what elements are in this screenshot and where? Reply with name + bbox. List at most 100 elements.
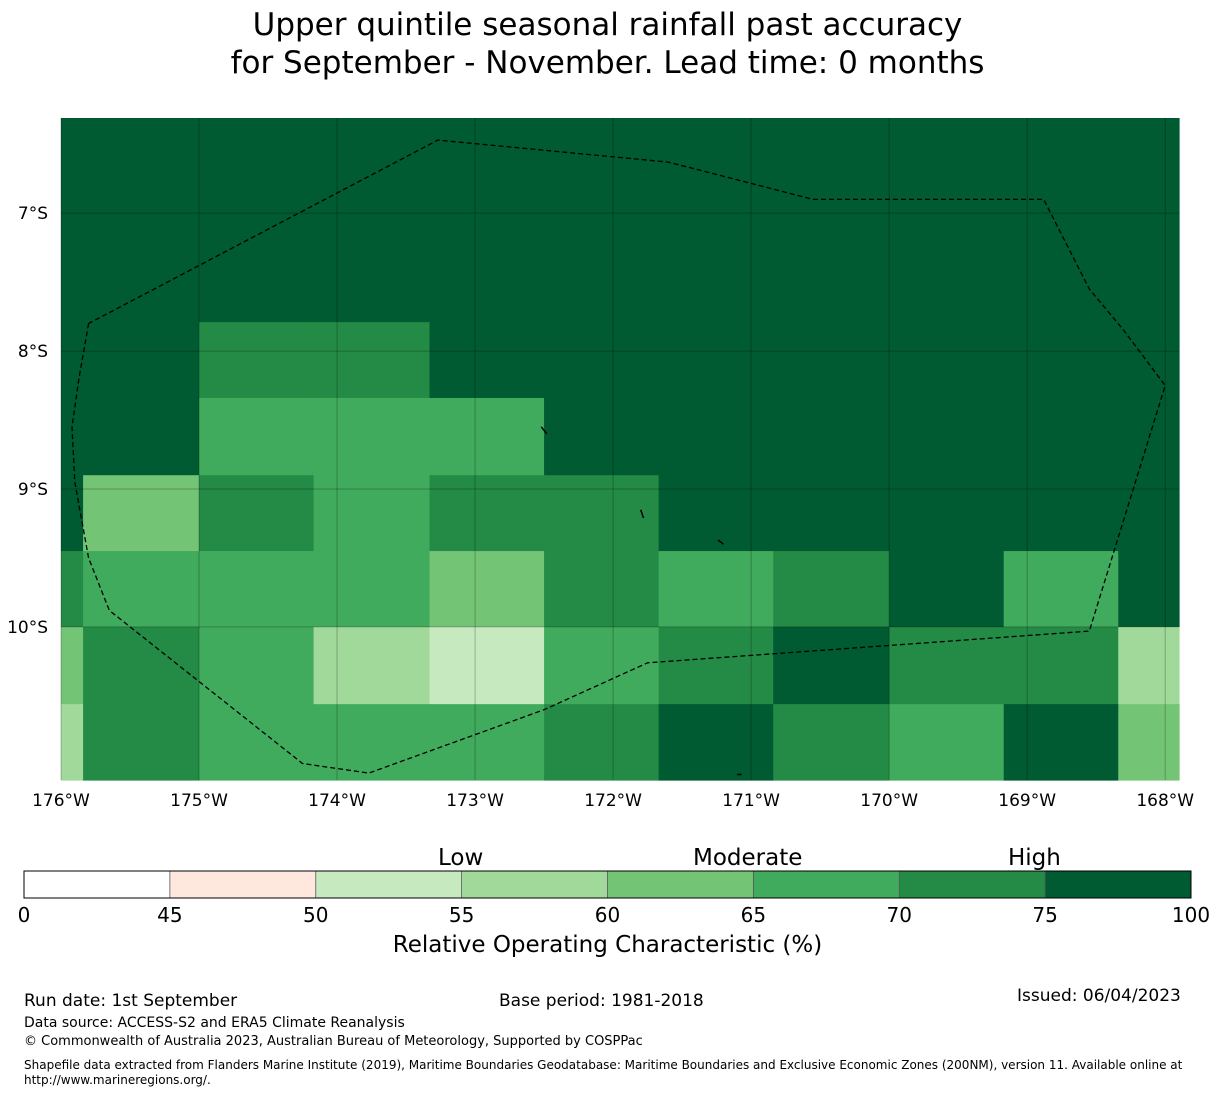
grid-cell <box>83 704 200 781</box>
longitude-label: 170°W <box>860 791 918 811</box>
eez-boundary <box>71 139 1166 774</box>
colorbar-tick-label: 70 <box>887 903 912 927</box>
longitude-label: 176°W <box>32 791 90 811</box>
grid-cell <box>199 551 315 628</box>
grid-cell <box>1118 118 1180 323</box>
grid-cell <box>1118 475 1180 552</box>
grid-cell <box>658 551 774 628</box>
longitude-label: 173°W <box>446 791 504 811</box>
grid-cell <box>429 475 545 552</box>
grid-cell <box>889 118 1005 323</box>
longitude-label: 169°W <box>998 791 1056 811</box>
colorbar-swatch <box>753 871 900 898</box>
grid-cell <box>658 322 774 399</box>
grid-cell <box>544 118 660 323</box>
longitude-labels: 176°W 175°W 174°W 173°W 172°W 171°W 170°W 169°W… <box>32 791 1194 811</box>
grid-cell <box>1118 626 1180 705</box>
grid-cell <box>544 322 660 399</box>
grid-cell <box>61 551 84 628</box>
grid-cell <box>83 551 200 628</box>
category-moderate-label: Moderate <box>693 845 803 871</box>
base-period-text: Base period: 1981-2018 <box>499 991 704 1011</box>
colorbar-tick-label: 55 <box>449 903 474 927</box>
grid-cell <box>61 626 84 705</box>
colorbar-swatch <box>607 871 754 898</box>
grid-cell <box>83 322 200 399</box>
longitude-label: 172°W <box>584 791 642 811</box>
roc-grid-cells <box>61 118 1180 781</box>
colorbar-tick-label: 100 <box>1172 903 1210 927</box>
grid-cell <box>199 397 315 476</box>
colorbar-swatch <box>169 871 316 898</box>
grid-cell <box>61 118 84 323</box>
islands <box>540 426 742 776</box>
grid-cell <box>544 475 660 552</box>
grid-cell <box>1003 704 1119 781</box>
grid-cell <box>658 626 774 705</box>
issued-date-text: Issued: 06/04/2023 <box>1017 986 1181 1006</box>
grid-cell <box>1003 397 1119 476</box>
grid-cell <box>61 322 84 399</box>
grid-cell <box>61 475 84 552</box>
latitude-label: 10°S <box>7 618 48 638</box>
colorbar-tick-labels: 0 45 50 55 60 65 70 75 100 <box>18 903 1210 927</box>
grid-cell <box>658 118 774 323</box>
grid-cell <box>658 704 774 781</box>
data-source-text: Data source: ACCESS-S2 and ERA5 Climate … <box>24 1015 405 1031</box>
grid-cell <box>773 475 890 552</box>
grid-cell <box>429 397 545 476</box>
grid-cell <box>889 551 1005 628</box>
map-title-line-1: Upper quintile seasonal rainfall past ac… <box>252 7 963 43</box>
grid-cell <box>313 397 431 476</box>
colorbar-frame <box>23 870 1192 899</box>
longitude-label: 175°W <box>170 791 228 811</box>
colorbar-swatch <box>24 871 170 898</box>
grid-cell <box>544 704 660 781</box>
grid-cell <box>313 551 431 628</box>
grid-cell <box>199 704 315 781</box>
eez-boundary-line <box>71 139 1166 774</box>
run-date-text: Run date: 1st September <box>24 991 238 1011</box>
grid-cell <box>429 322 545 399</box>
grid-cell <box>429 118 545 323</box>
colorbar-tick-label: 65 <box>741 903 766 927</box>
grid-cell <box>83 626 200 705</box>
longitude-label: 174°W <box>308 791 366 811</box>
latitude-label: 7°S <box>18 204 48 224</box>
colorbar-tick-label: 0 <box>18 903 31 927</box>
grid-cell <box>889 475 1005 552</box>
colorbar-swatch <box>899 871 1046 898</box>
grid-cell <box>199 118 315 323</box>
grid-cell <box>313 626 431 705</box>
grid-cell <box>61 704 84 781</box>
grid-cell <box>544 397 660 476</box>
colorbar-tick-label: 45 <box>157 903 182 927</box>
colorbar-tick-label: 60 <box>595 903 620 927</box>
grid-cell <box>1118 551 1180 628</box>
grid-cell <box>199 475 315 552</box>
copyright-text: © Commonwealth of Australia 2023, Austra… <box>24 1034 643 1049</box>
colorbar-swatch <box>1045 871 1191 898</box>
grid-cell <box>313 322 431 399</box>
grid-cell <box>429 704 545 781</box>
grid-cell <box>773 551 890 628</box>
grid-cell <box>1003 551 1119 628</box>
longitude-label: 171°W <box>722 791 780 811</box>
colorbar-axis-label: Relative Operating Characteristic (%) <box>392 932 823 958</box>
island-outline <box>717 539 724 545</box>
grid-cell <box>313 118 431 323</box>
island-outline <box>639 509 645 519</box>
grid-cell <box>544 551 660 628</box>
grid-cell <box>429 626 545 705</box>
grid-cell <box>199 626 315 705</box>
grid-cell <box>1118 322 1180 399</box>
grid-cell <box>773 118 890 323</box>
grid-cell <box>199 322 315 399</box>
grid-cell <box>889 704 1005 781</box>
longitude-label: 168°W <box>1136 791 1194 811</box>
grid-cell <box>773 397 890 476</box>
grid-cell <box>1003 475 1119 552</box>
colorbar-tick-label: 75 <box>1032 903 1057 927</box>
grid-cell <box>658 475 774 552</box>
